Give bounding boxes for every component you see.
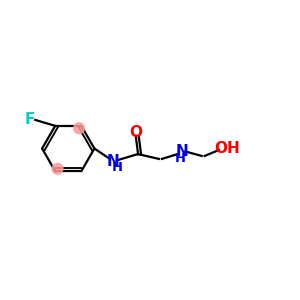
Text: O: O — [129, 125, 142, 140]
Circle shape — [74, 123, 84, 134]
Text: N: N — [176, 144, 188, 159]
Text: OH: OH — [214, 141, 240, 156]
Circle shape — [52, 164, 63, 174]
Text: F: F — [25, 112, 35, 128]
Text: N: N — [106, 154, 119, 169]
Text: H: H — [112, 161, 123, 174]
Text: H: H — [175, 152, 186, 165]
